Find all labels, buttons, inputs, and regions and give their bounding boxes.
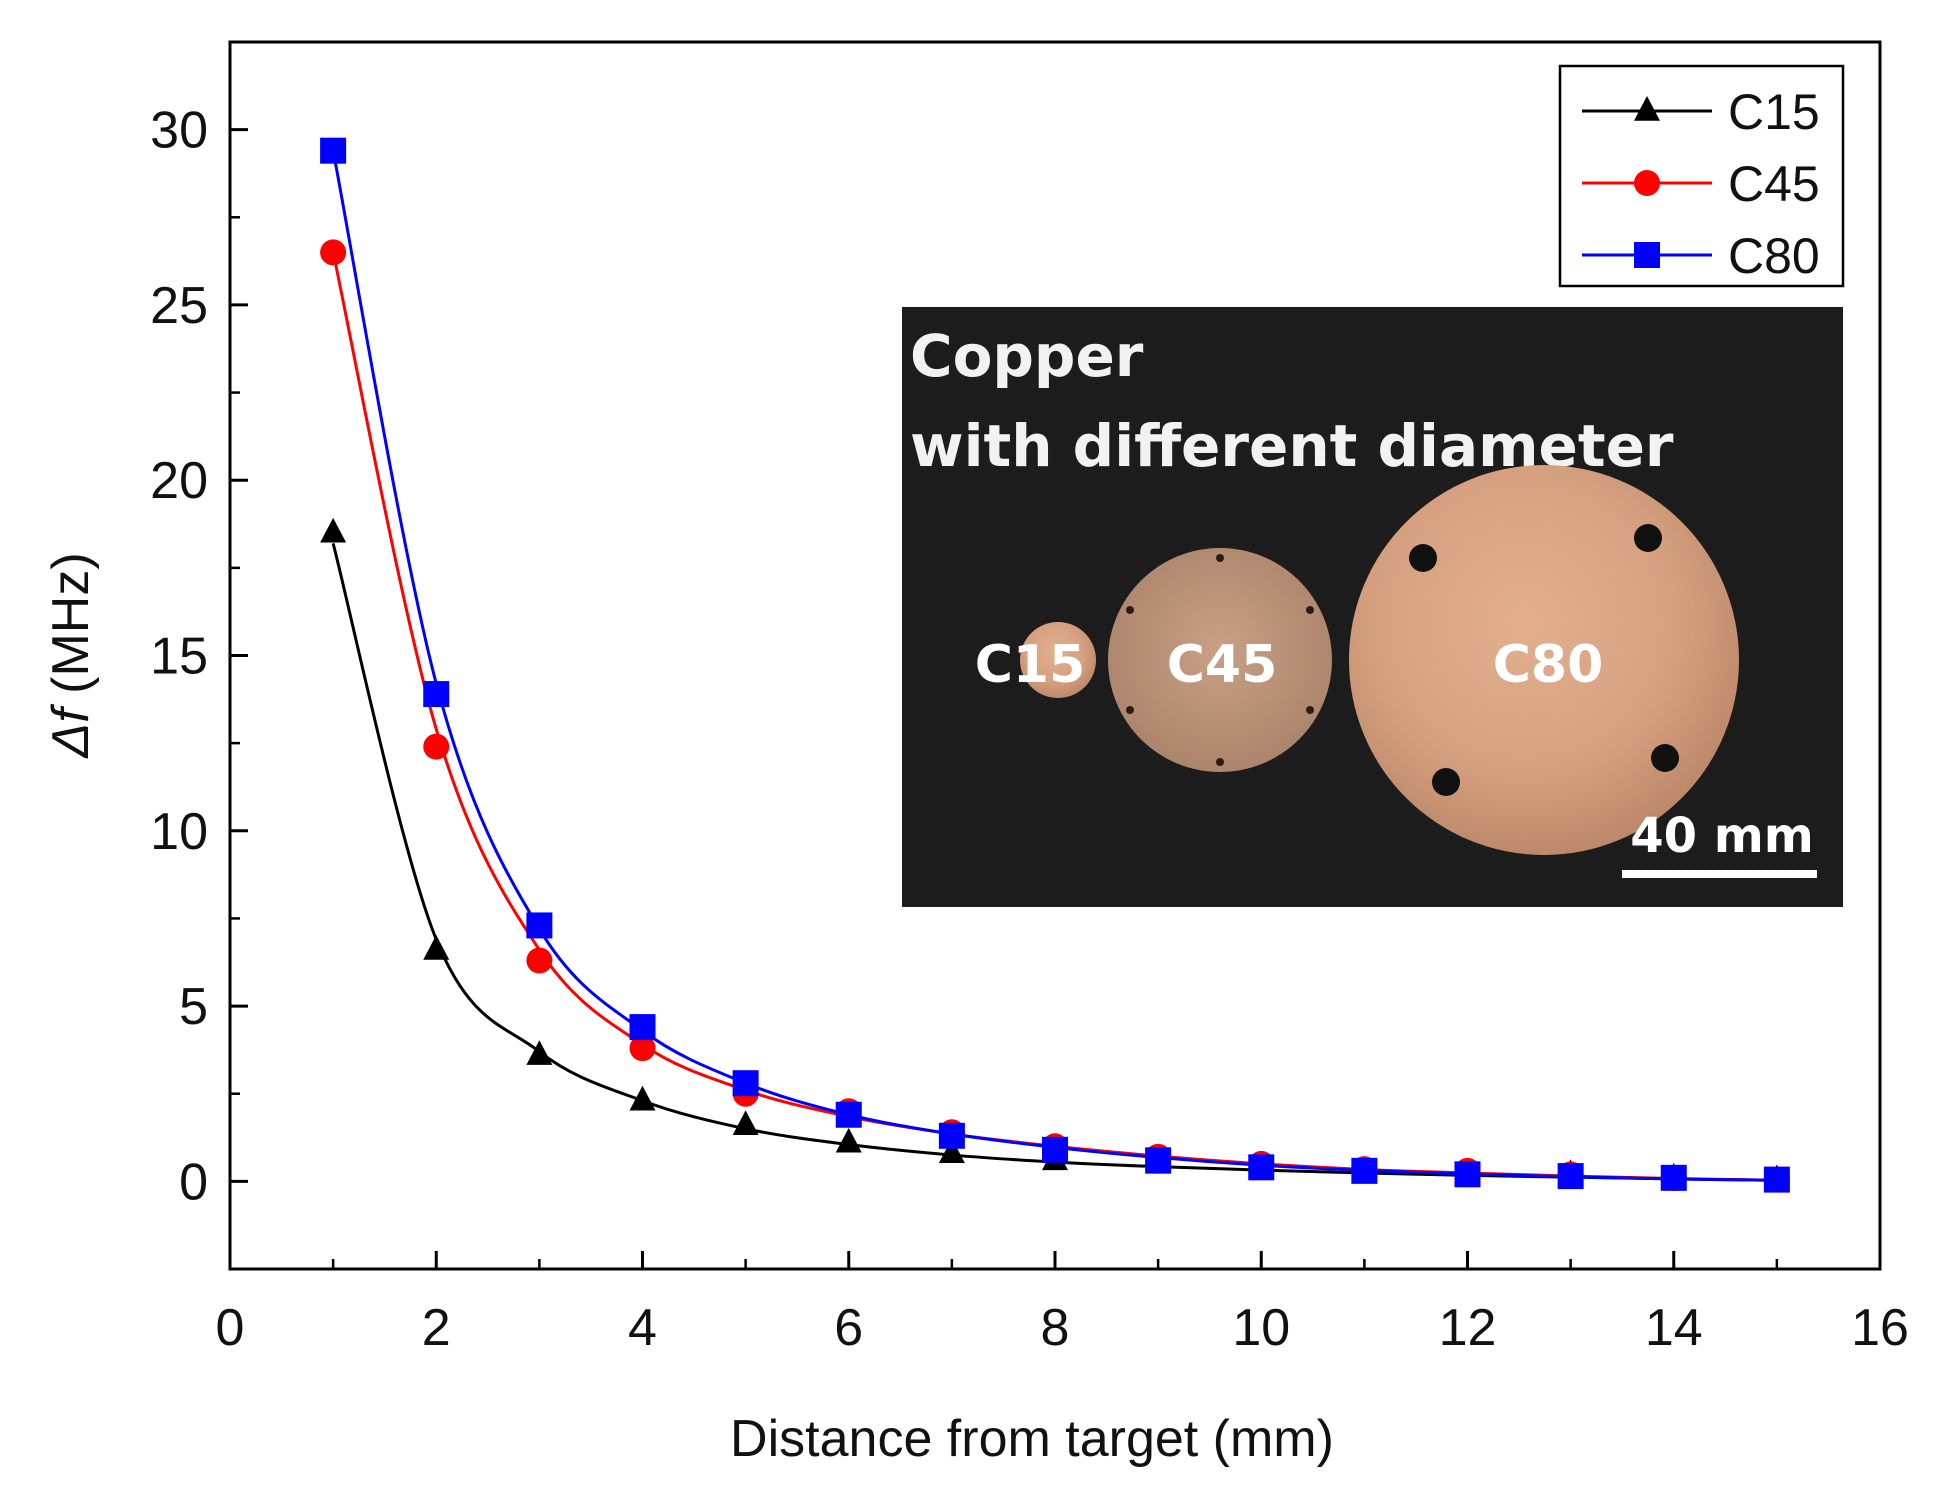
y-tick-label: 5 [179, 978, 208, 1036]
x-tick-label: 4 [628, 1299, 657, 1357]
x-tick-label: 0 [216, 1299, 245, 1357]
data-point-c80 [526, 912, 553, 939]
markers-group [320, 137, 1790, 1193]
data-point-c45 [526, 947, 553, 974]
data-point-c15 [320, 517, 347, 543]
inset-photo: Copper with different diameter C15 C45 C… [902, 307, 1843, 907]
x-tick-label: 16 [1851, 1299, 1909, 1357]
y-tick-label: 15 [150, 628, 208, 686]
data-point-c80 [1145, 1147, 1172, 1174]
data-point-c15 [629, 1085, 656, 1111]
data-point-c15 [835, 1127, 862, 1153]
data-point-c80 [938, 1122, 965, 1149]
y-tick-label: 20 [150, 452, 208, 510]
disk-label-c45: C45 [1167, 635, 1278, 695]
data-point-c15 [938, 1138, 965, 1164]
disk-c45-holes [1126, 554, 1314, 766]
fit-line-c80 [331, 150, 1777, 1182]
ticks-group [228, 128, 1882, 1269]
data-point-c80 [732, 1070, 759, 1097]
data-point-c80 [1248, 1154, 1275, 1181]
y-axis-unit: (MHz) [42, 552, 100, 708]
data-point-c80 [320, 137, 347, 164]
data-point-c80 [1660, 1164, 1687, 1191]
x-axis-title: Distance from target (mm) [730, 1410, 1334, 1468]
legend-entries: C15 C45 C80 [1582, 84, 1820, 284]
legend-label-c15: C15 [1728, 84, 1820, 140]
tick-labels-group: 0 2 4 6 8 10 12 14 16 0 5 10 15 20 25 30 [150, 102, 1909, 1357]
legend-marker-c80 [1634, 242, 1660, 268]
data-point-c45 [629, 1035, 656, 1062]
data-point-c80 [423, 681, 450, 708]
y-tick-label: 10 [150, 803, 208, 861]
data-point-c80 [1557, 1163, 1584, 1190]
data-point-c80 [835, 1101, 862, 1128]
disk-label-c15: C15 [975, 635, 1086, 695]
x-tick-label: 2 [422, 1299, 451, 1357]
data-point-c80 [1454, 1161, 1481, 1188]
data-point-c15 [526, 1040, 553, 1065]
y-tick-label: 25 [150, 277, 208, 335]
data-point-c15 [732, 1110, 759, 1136]
data-point-c15 [423, 935, 450, 960]
y-tick-label: 30 [150, 102, 208, 160]
disk-label-c80: C80 [1493, 635, 1604, 695]
data-point-c45 [320, 239, 347, 266]
data-point-c80 [1042, 1136, 1068, 1163]
data-point-c45 [423, 733, 450, 760]
x-tick-label: 14 [1645, 1299, 1703, 1357]
y-axis-title: Δf (MHz) [42, 552, 100, 759]
legend-label-c45: C45 [1728, 156, 1820, 212]
x-tick-label: 10 [1232, 1299, 1290, 1357]
data-point-c80 [1351, 1157, 1378, 1184]
x-tick-label: 6 [834, 1299, 863, 1357]
data-point-c80 [1763, 1166, 1790, 1193]
scale-bar [1622, 870, 1817, 878]
legend-box [1558, 64, 1845, 288]
y-axis-symbol: Δf [42, 704, 100, 760]
legend: C15 C45 C80 [1558, 64, 1845, 288]
legend-label-c80: C80 [1728, 228, 1820, 284]
disk-c80-holes [1409, 524, 1679, 796]
disk-c15 [1020, 622, 1096, 698]
disk-c80 [1349, 465, 1739, 855]
y-tick-label: 0 [179, 1153, 208, 1211]
disk-c45 [1108, 548, 1332, 772]
x-tick-label: 8 [1041, 1299, 1070, 1357]
x-tick-label: 12 [1439, 1299, 1497, 1357]
legend-marker-c45 [1634, 170, 1660, 196]
legend-marker-c15 [1634, 96, 1660, 121]
fit-lines-group [331, 150, 1777, 1182]
inset-title-line1: Copper [910, 322, 1144, 390]
scale-bar-label: 40 mm [1630, 808, 1814, 864]
data-point-c80 [629, 1014, 656, 1041]
